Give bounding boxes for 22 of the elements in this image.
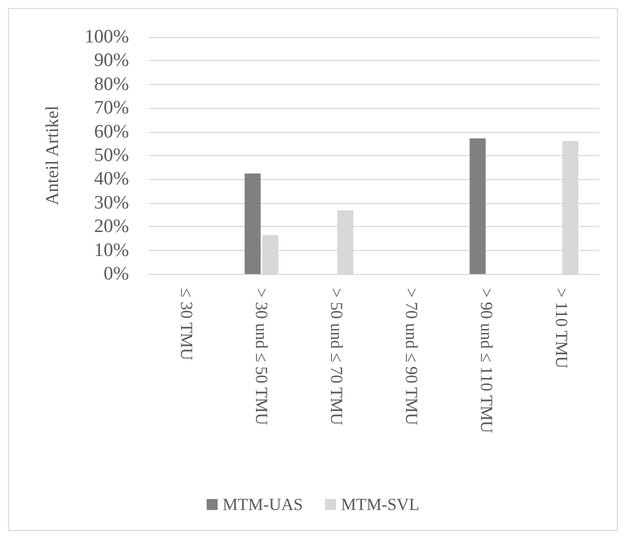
y-tick-label: 60% <box>94 121 130 142</box>
y-tick-label: 50% <box>94 145 130 166</box>
bar <box>470 138 486 274</box>
x-tick-label: > 30 und ≤ 50 TMU <box>252 288 271 426</box>
y-tick-label: 20% <box>94 216 130 238</box>
y-tick-label: 90% <box>94 50 130 72</box>
x-tick-label: > 70 und ≤ 90 TMU <box>402 288 421 426</box>
legend-label: MTM-UAS <box>222 495 303 514</box>
y-tick-label: 70% <box>94 98 130 119</box>
x-tick-label: > 90 und ≤ 110 TMU <box>477 288 496 434</box>
legend-label: MTM-SVL <box>340 495 420 514</box>
x-tick-label: > 110 TMU <box>552 288 571 368</box>
x-tick-label: > 50 und ≤ 70 TMU <box>327 288 346 426</box>
y-tick-label: 40% <box>94 168 130 190</box>
y-tick-label: 10% <box>94 240 130 261</box>
y-tick-label: 80% <box>94 74 130 95</box>
y-tick-label: 100% <box>84 26 130 48</box>
x-tick-label: ≤ 30 TMU <box>177 288 196 360</box>
bar <box>244 174 261 274</box>
y-tick-label: 30% <box>94 192 130 214</box>
y-tick-label: 0% <box>104 264 130 284</box>
y-axis-title: Anteil Artikel <box>42 106 62 206</box>
